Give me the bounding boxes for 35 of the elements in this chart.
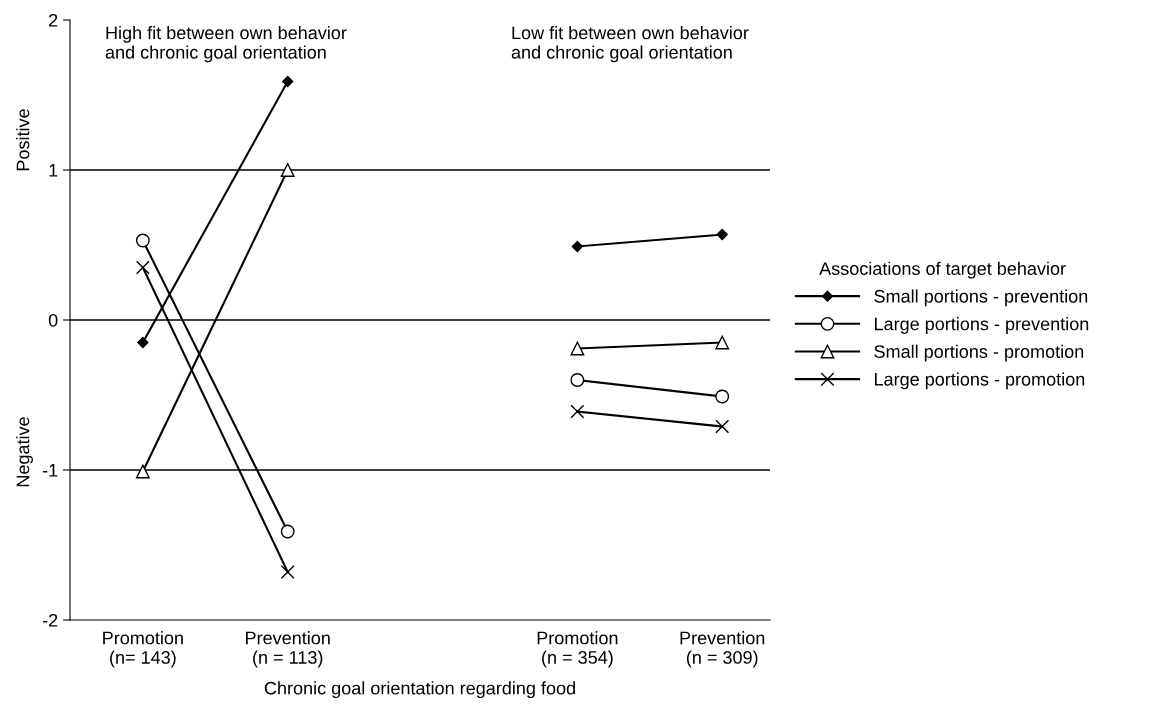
legend-title: Associations of target behavior: [819, 261, 1066, 279]
legend-label: Small portions - prevention: [874, 289, 1088, 307]
x-axis-title: Chronic goal orientation regarding food: [264, 681, 575, 699]
point: [715, 419, 730, 434]
point: [716, 228, 728, 241]
point: [715, 335, 730, 350]
legend-label: Large portions - promotion: [874, 372, 1085, 390]
x-tick-label: Promotion (n= 143): [103, 631, 183, 668]
point: [282, 75, 294, 88]
point: [570, 404, 585, 419]
point: [280, 524, 295, 539]
point: [280, 163, 295, 177]
point: [135, 464, 150, 479]
annotation: Low fit between own behavior and chronic goal orientation: [511, 26, 749, 63]
point: [280, 565, 295, 579]
point: [570, 341, 585, 356]
x-tick-label: Promotion (n = 354): [537, 631, 618, 668]
point: [135, 233, 150, 248]
y-tick-label: -1: [42, 464, 58, 477]
y-tick-label: 0: [48, 313, 58, 327]
point: [571, 240, 583, 253]
point: [135, 260, 150, 275]
y-tick-label: -2: [42, 613, 58, 627]
x-tick-label: Prevention (n = 309): [680, 631, 765, 668]
text: Negative: [16, 417, 33, 487]
annotation: High fit between own behavior and chronic goal orientation: [105, 26, 347, 63]
y-tick-label: 1: [49, 164, 58, 177]
x-tick-label: Prevention (n = 113): [246, 631, 330, 668]
y-tick-label: 2: [49, 13, 58, 27]
point: [570, 373, 585, 387]
legend-label: Small portions - promotion: [874, 344, 1084, 362]
point: [715, 389, 730, 404]
point: [137, 336, 149, 349]
text: Positive: [16, 109, 30, 171]
legend-label: Large portions - prevention: [874, 317, 1089, 334]
